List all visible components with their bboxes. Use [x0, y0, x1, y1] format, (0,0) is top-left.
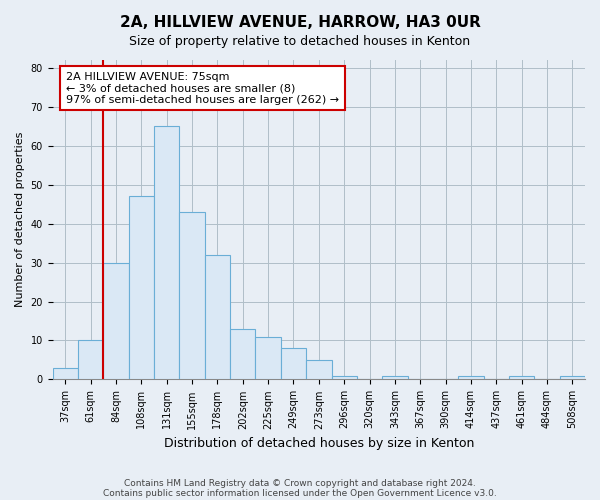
Bar — [230, 329, 256, 380]
X-axis label: Distribution of detached houses by size in Kenton: Distribution of detached houses by size … — [164, 437, 474, 450]
Text: Contains HM Land Registry data © Crown copyright and database right 2024.: Contains HM Land Registry data © Crown c… — [124, 478, 476, 488]
Y-axis label: Number of detached properties: Number of detached properties — [15, 132, 25, 308]
Bar — [103, 262, 129, 380]
Bar — [509, 376, 535, 380]
Bar — [458, 376, 484, 380]
Bar — [382, 376, 407, 380]
Bar — [179, 212, 205, 380]
Bar — [560, 376, 585, 380]
Text: Size of property relative to detached houses in Kenton: Size of property relative to detached ho… — [130, 35, 470, 48]
Bar — [205, 255, 230, 380]
Text: 2A, HILLVIEW AVENUE, HARROW, HA3 0UR: 2A, HILLVIEW AVENUE, HARROW, HA3 0UR — [119, 15, 481, 30]
Bar — [53, 368, 78, 380]
Text: 2A HILLVIEW AVENUE: 75sqm
← 3% of detached houses are smaller (8)
97% of semi-de: 2A HILLVIEW AVENUE: 75sqm ← 3% of detach… — [66, 72, 339, 105]
Text: Contains public sector information licensed under the Open Government Licence v3: Contains public sector information licen… — [103, 488, 497, 498]
Bar — [78, 340, 103, 380]
Bar — [306, 360, 332, 380]
Bar — [256, 336, 281, 380]
Bar — [154, 126, 179, 380]
Bar — [129, 196, 154, 380]
Bar — [332, 376, 357, 380]
Bar — [281, 348, 306, 380]
